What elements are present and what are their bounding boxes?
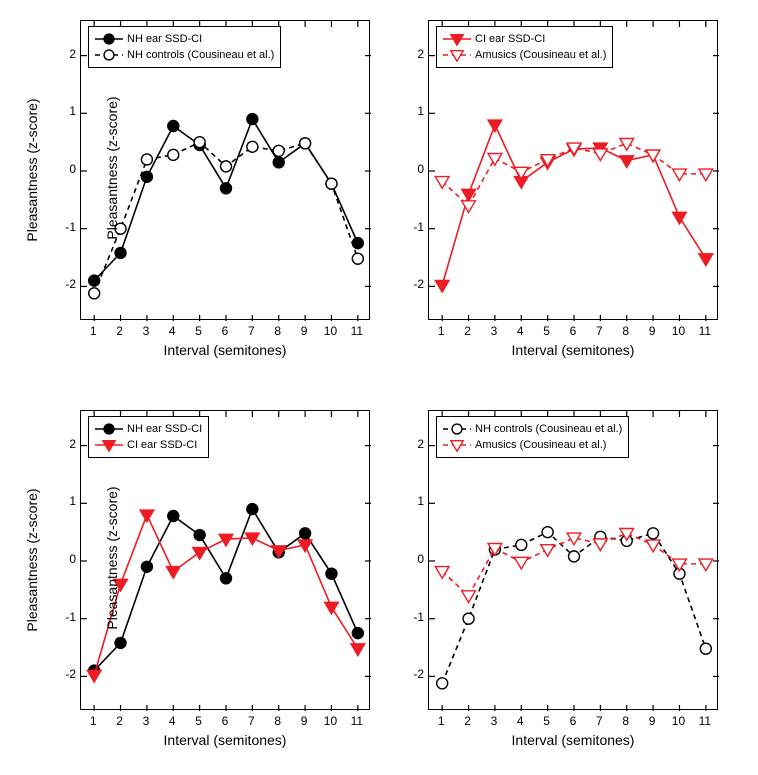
xtick-label: 9 [296, 714, 312, 728]
legend-label: CI ear SSD-CI [475, 33, 545, 45]
legend-label: NH controls (Cousineau et al.) [127, 49, 274, 61]
legend-swatch [443, 32, 471, 46]
xtick-label: 8 [270, 714, 286, 728]
legend-row: CI ear SSD-CI [95, 437, 202, 453]
legend-label: Amusics (Cousineau et al.) [475, 49, 606, 61]
xtick-label: 6 [565, 324, 581, 338]
ytick-label: 0 [404, 162, 424, 176]
xtick-label: 8 [270, 324, 286, 338]
xtick-label: 3 [486, 324, 502, 338]
xtick-label: 3 [486, 714, 502, 728]
legend-bottom_right: NH controls (Cousineau et al.) Amusics (C… [436, 416, 629, 458]
xtick-label: 7 [591, 714, 607, 728]
legend-top_right: CI ear SSD-CI Amusics (Cousineau et al.) [436, 26, 613, 68]
xtick-label: 10 [322, 324, 338, 338]
legend-swatch [443, 48, 471, 62]
xtick-label: 9 [296, 324, 312, 338]
ytick-label: 0 [56, 162, 76, 176]
legend-row: CI ear SSD-CI [443, 31, 606, 47]
xtick-label: 11 [349, 324, 365, 338]
xtick-label: 6 [217, 324, 233, 338]
x-axis-label: Interval (semitones) [428, 732, 718, 748]
xtick-label: 6 [217, 714, 233, 728]
legend-row: NH controls (Cousineau et al.) [443, 421, 622, 437]
legend-label: CI ear SSD-CI [127, 439, 197, 451]
ytick-label: 2 [404, 437, 424, 451]
ytick-label: 1 [56, 494, 76, 508]
xtick-label: 1 [85, 714, 101, 728]
xtick-label: 6 [565, 714, 581, 728]
legend-row: NH ear SSD-CI [95, 421, 202, 437]
xtick-label: 7 [243, 324, 259, 338]
xtick-label: 9 [644, 324, 660, 338]
xtick-label: 10 [670, 714, 686, 728]
ytick-label: -1 [404, 220, 424, 234]
xtick-label: 8 [618, 324, 634, 338]
ytick-label: 1 [56, 104, 76, 118]
ytick-label: -2 [404, 277, 424, 291]
legend-label: NH controls (Cousineau et al.) [475, 423, 622, 435]
legend-row: Amusics (Cousineau et al.) [443, 47, 606, 63]
legend-swatch [95, 438, 123, 452]
legend-swatch [95, 32, 123, 46]
ytick-label: -1 [56, 610, 76, 624]
xtick-label: 2 [460, 324, 476, 338]
xtick-label: 1 [85, 324, 101, 338]
legend-swatch [443, 438, 471, 452]
figure-root: 1234567891011-2-1012Interval (semitones)… [0, 0, 758, 775]
xtick-label: 2 [460, 714, 476, 728]
xtick-label: 10 [670, 324, 686, 338]
xtick-label: 2 [112, 714, 128, 728]
x-axis-label: Interval (semitones) [428, 342, 718, 358]
x-axis-label: Interval (semitones) [80, 342, 370, 358]
ytick-label: -1 [404, 610, 424, 624]
legend-label: NH ear SSD-CI [127, 423, 202, 435]
xtick-label: 11 [697, 714, 713, 728]
legend-label: NH ear SSD-CI [127, 33, 202, 45]
ytick-label: -1 [56, 220, 76, 234]
legend-top_left: NH ear SSD-CI NH controls (Cousineau et a… [88, 26, 281, 68]
xtick-label: 4 [512, 324, 528, 338]
xtick-label: 9 [644, 714, 660, 728]
x-axis-label: Interval (semitones) [80, 732, 370, 748]
y-axis-label: Pleasantness (z-score) [24, 410, 40, 710]
legend-swatch [95, 422, 123, 436]
ytick-label: -2 [56, 277, 76, 291]
ytick-label: 2 [56, 437, 76, 451]
xtick-label: 7 [591, 324, 607, 338]
xtick-label: 11 [697, 324, 713, 338]
xtick-label: 5 [191, 324, 207, 338]
legend-bottom_left: NH ear SSD-CI CI ear SSD-CI [88, 416, 209, 458]
legend-swatch [443, 422, 471, 436]
xtick-label: 5 [539, 324, 555, 338]
xtick-label: 3 [138, 324, 154, 338]
xtick-label: 5 [191, 714, 207, 728]
legend-row: NH ear SSD-CI [95, 31, 274, 47]
ytick-label: 2 [404, 47, 424, 61]
ytick-label: 0 [404, 552, 424, 566]
xtick-label: 5 [539, 714, 555, 728]
legend-row: NH controls (Cousineau et al.) [95, 47, 274, 63]
xtick-label: 1 [433, 324, 449, 338]
xtick-label: 11 [349, 714, 365, 728]
ytick-label: 2 [56, 47, 76, 61]
ytick-label: 0 [56, 552, 76, 566]
y-axis-label: Pleasantness (z-score) [24, 20, 40, 320]
ytick-label: -2 [404, 667, 424, 681]
legend-swatch [95, 48, 123, 62]
ytick-label: 1 [404, 494, 424, 508]
xtick-label: 8 [618, 714, 634, 728]
xtick-label: 2 [112, 324, 128, 338]
xtick-label: 4 [164, 714, 180, 728]
xtick-label: 3 [138, 714, 154, 728]
ytick-label: 1 [404, 104, 424, 118]
legend-label: Amusics (Cousineau et al.) [475, 439, 606, 451]
xtick-label: 10 [322, 714, 338, 728]
ytick-label: -2 [56, 667, 76, 681]
xtick-label: 4 [164, 324, 180, 338]
xtick-label: 1 [433, 714, 449, 728]
xtick-label: 7 [243, 714, 259, 728]
legend-row: Amusics (Cousineau et al.) [443, 437, 622, 453]
xtick-label: 4 [512, 714, 528, 728]
